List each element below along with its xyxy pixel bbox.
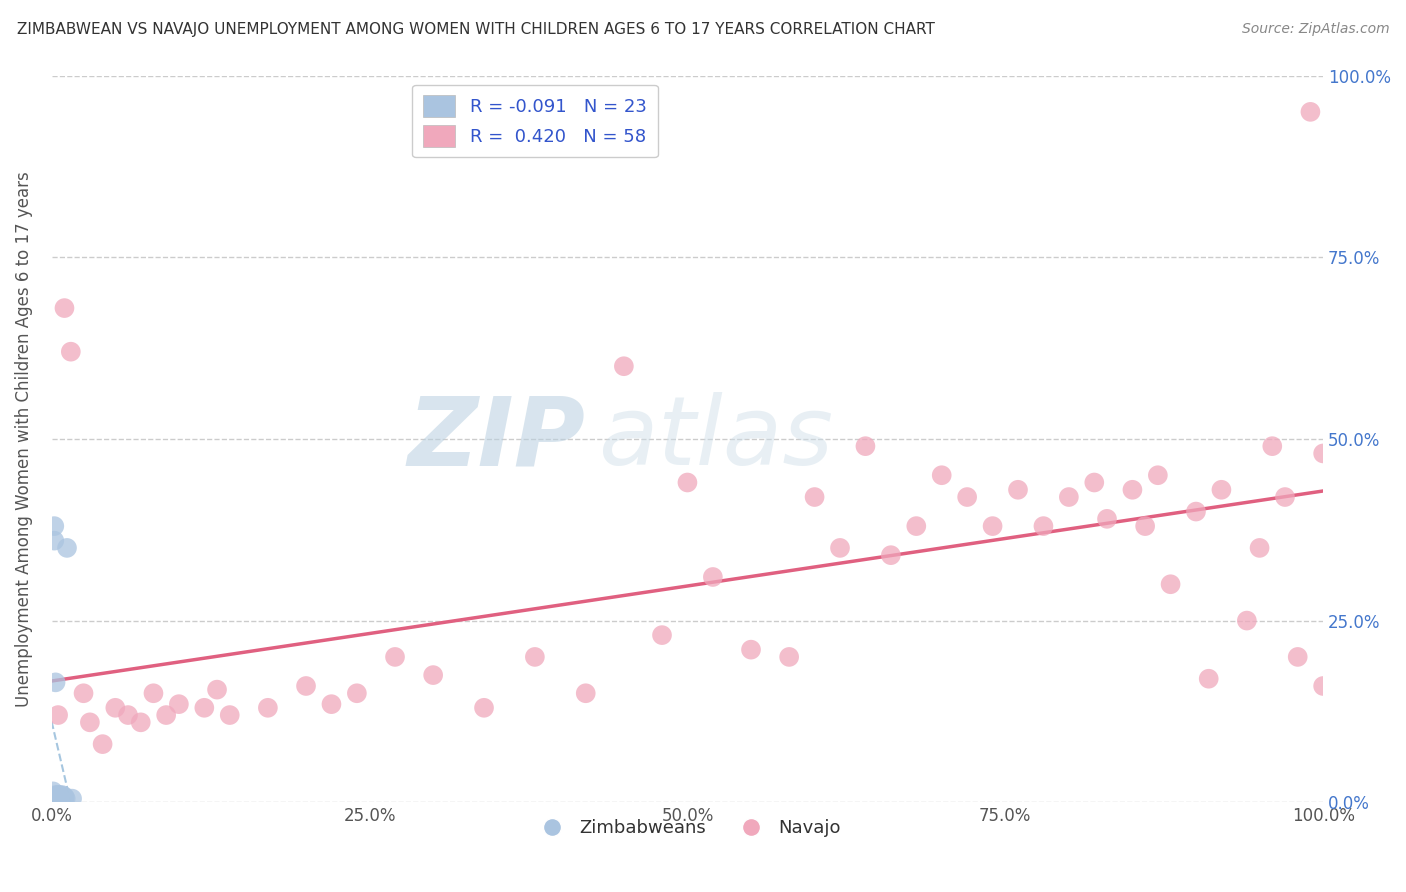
Text: Source: ZipAtlas.com: Source: ZipAtlas.com [1241,22,1389,37]
Point [167,697,190,711]
Point [91,737,114,751]
Point [575,686,598,700]
Point [740,642,762,657]
Point [1261,439,1284,453]
Point [51,791,73,805]
Point [1198,672,1220,686]
Point [981,519,1004,533]
Point [778,649,800,664]
Point [155,708,177,723]
Point [55,791,77,805]
Point [1147,468,1170,483]
Point [295,679,318,693]
Point [205,682,228,697]
Text: atlas: atlas [599,392,834,485]
Point [1095,512,1118,526]
Point [72,686,94,700]
Point [46,791,69,805]
Point [905,519,928,533]
Point [1312,446,1334,460]
Point [46,788,69,802]
Point [422,668,444,682]
Point [53,791,76,805]
Point [321,697,343,711]
Point [1274,490,1296,504]
Legend: Zimbabweans, Navajo: Zimbabweans, Navajo [527,812,848,844]
Point [45,789,67,804]
Point [523,649,546,664]
Point [60,791,83,805]
Point [931,468,953,483]
Point [1121,483,1143,497]
Point [613,359,636,374]
Point [1032,519,1054,533]
Point [53,789,76,804]
Point [1160,577,1182,591]
Point [1299,104,1322,119]
Point [1236,614,1258,628]
Point [651,628,673,642]
Point [49,791,72,805]
Point [1312,679,1334,693]
Point [53,301,76,315]
Point [384,649,406,664]
Point [129,715,152,730]
Point [855,439,877,453]
Point [44,533,66,548]
Point [1249,541,1271,555]
Point [956,490,979,504]
Point [49,789,72,804]
Point [45,788,67,802]
Point [44,519,66,533]
Point [42,784,65,798]
Point [828,541,851,555]
Point [1211,483,1233,497]
Point [117,708,139,723]
Point [46,789,69,804]
Point [51,788,73,802]
Point [218,708,240,723]
Point [193,700,215,714]
Point [45,791,67,805]
Point [56,541,79,555]
Point [257,700,280,714]
Point [1133,519,1156,533]
Point [702,570,724,584]
Y-axis label: Unemployment Among Women with Children Ages 6 to 17 years: Unemployment Among Women with Children A… [15,171,32,706]
Point [59,344,82,359]
Point [880,548,903,562]
Point [1286,649,1309,664]
Text: ZIP: ZIP [408,392,586,485]
Point [79,715,101,730]
Point [142,686,165,700]
Point [1083,475,1105,490]
Point [1185,505,1208,519]
Point [1007,483,1029,497]
Point [803,490,825,504]
Point [46,708,69,723]
Point [48,789,70,804]
Point [104,700,127,714]
Point [346,686,368,700]
Point [52,791,75,805]
Point [48,788,70,802]
Point [676,475,699,490]
Point [472,700,495,714]
Text: ZIMBABWEAN VS NAVAJO UNEMPLOYMENT AMONG WOMEN WITH CHILDREN AGES 6 TO 17 YEARS C: ZIMBABWEAN VS NAVAJO UNEMPLOYMENT AMONG … [17,22,935,37]
Point [45,675,67,690]
Point [1057,490,1080,504]
Point [52,789,75,804]
